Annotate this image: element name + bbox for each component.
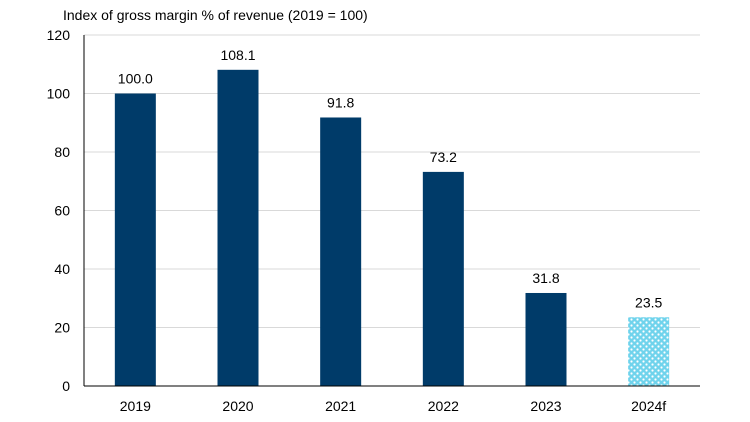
y-tick-label: 20 <box>54 320 70 336</box>
y-tick-label: 60 <box>54 203 70 219</box>
bars <box>114 69 670 387</box>
x-tick-label: 2021 <box>325 398 356 414</box>
data-label: 31.8 <box>532 270 559 286</box>
x-tick-label: 2022 <box>428 398 459 414</box>
data-label: 108.1 <box>220 47 255 63</box>
y-tick-label: 120 <box>47 27 71 43</box>
bar-forecast <box>628 317 670 386</box>
chart-title: Index of gross margin % of revenue (2019… <box>63 7 368 23</box>
data-label: 23.5 <box>635 294 662 310</box>
bar <box>320 117 362 387</box>
x-tick-label: 2020 <box>222 398 253 414</box>
data-label: 91.8 <box>327 94 354 110</box>
y-tick-label: 100 <box>47 86 71 102</box>
bar <box>114 93 156 386</box>
bar <box>422 171 464 386</box>
bar <box>217 69 259 387</box>
bar <box>525 292 567 386</box>
axes <box>83 35 700 387</box>
data-label: 73.2 <box>430 149 457 165</box>
gridlines <box>84 34 700 328</box>
x-tick-label: 2023 <box>530 398 561 414</box>
x-tick-label: 2019 <box>120 398 151 414</box>
data-label: 100.0 <box>118 71 153 87</box>
y-tick-label: 80 <box>54 144 70 160</box>
labels: 0 20 40 60 80 100 120 100.0 2019 108.1 2020 91.8 202… <box>47 27 667 414</box>
x-tick-label: 2024f <box>631 398 666 414</box>
y-tick-label: 40 <box>54 261 70 277</box>
y-tick-label: 0 <box>62 378 70 394</box>
